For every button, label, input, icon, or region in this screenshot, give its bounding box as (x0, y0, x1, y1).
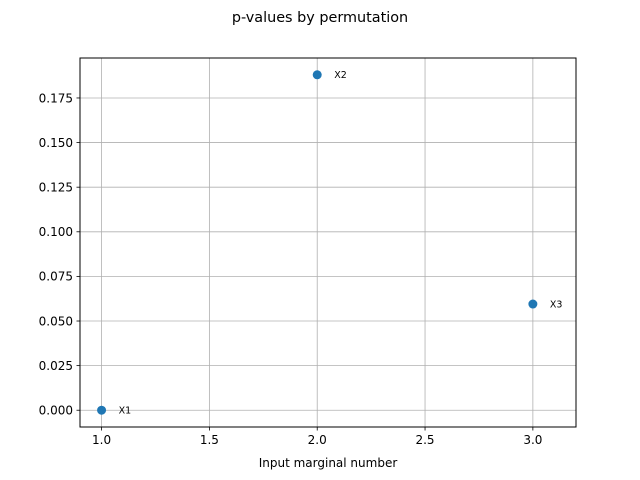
axis-ticks: 1.0 1.5 2.0 2.5 3.0 0.000 0.025 0.050 0.075 0.100… (39, 91, 543, 447)
y-tick-label: 0.150 (39, 136, 73, 150)
y-tick-label: 0.175 (39, 91, 73, 105)
y-tick-label: 0.100 (39, 225, 73, 239)
x-tick-label: 2.0 (308, 433, 327, 447)
data-points: X1 X2 X3 (97, 70, 563, 417)
data-point-label: X3 (550, 299, 563, 310)
data-point-label: X2 (334, 70, 347, 81)
grid (80, 58, 576, 427)
x-tick-label: 1.0 (92, 433, 111, 447)
y-tick-label: 0.050 (39, 314, 73, 328)
x-tick-label: 2.5 (415, 433, 434, 447)
chart-title: p-values by permutation (232, 10, 408, 26)
data-point-x1 (97, 405, 107, 415)
x-axis-label: Input marginal number (259, 456, 398, 470)
y-tick-label: 0.075 (39, 270, 73, 284)
y-tick-label: 0.125 (39, 180, 73, 194)
plot-area-frame (79, 57, 577, 428)
y-tick-label: 0.025 (39, 359, 73, 373)
data-point-x2 (312, 70, 322, 80)
y-tick-label: 0.000 (39, 404, 73, 418)
x-tick-label: 3.0 (523, 433, 542, 447)
data-point-label: X1 (119, 406, 132, 417)
x-tick-label: 1.5 (200, 433, 219, 447)
data-point-x3 (528, 299, 538, 309)
